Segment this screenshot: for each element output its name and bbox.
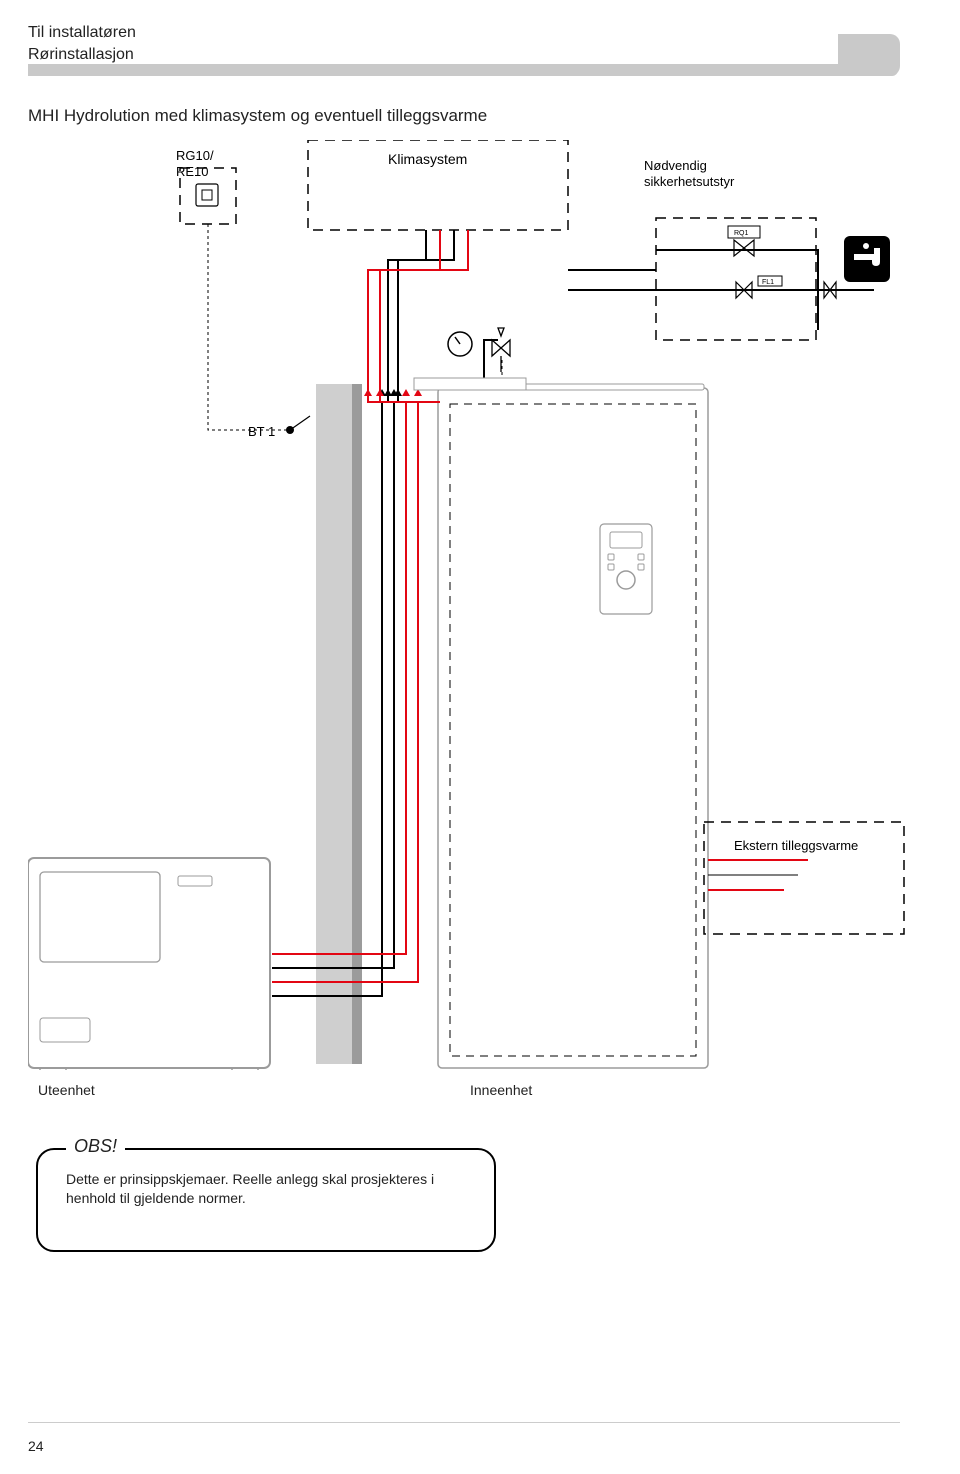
svg-text:Klimasystem: Klimasystem — [388, 151, 467, 167]
section-subtitle: MHI Hydrolution med klimasystem og event… — [28, 106, 487, 126]
svg-text:Nødvendig: Nødvendig — [644, 158, 707, 173]
notice-body: Dette er prinsippskjemaer. Reelle anlegg… — [66, 1170, 476, 1208]
svg-text:Ekstern tilleggsvarme: Ekstern tilleggsvarme — [734, 838, 858, 853]
footer-rule — [28, 1422, 900, 1423]
outdoor-unit-label: Uteenhet — [38, 1082, 95, 1098]
system-diagram: Klimasystem RG10/RE10 Nødvendigsikkerhetsu… — [28, 140, 908, 1070]
notice-title: OBS! — [66, 1136, 125, 1157]
header-band-accent — [838, 34, 900, 76]
svg-text:RQ1: RQ1 — [734, 230, 749, 237]
svg-text:BT 1: BT 1 — [248, 424, 275, 439]
svg-text:RE10: RE10 — [176, 164, 209, 179]
header-line-1: Til installatøren — [28, 24, 136, 42]
notice-box: OBS! Dette er prinsippskjemaer. Reelle a… — [36, 1148, 496, 1252]
svg-text:RG10/: RG10/ — [176, 148, 214, 163]
page-number: 24 — [28, 1438, 44, 1454]
svg-text:sikkerhetsutstyr: sikkerhetsutstyr — [644, 174, 735, 189]
indoor-unit-label: Inneenhet — [470, 1082, 532, 1098]
header-line-2: Rørinstallasjon — [28, 46, 134, 64]
svg-text:FL1: FL1 — [762, 279, 774, 286]
header-band — [28, 64, 898, 76]
